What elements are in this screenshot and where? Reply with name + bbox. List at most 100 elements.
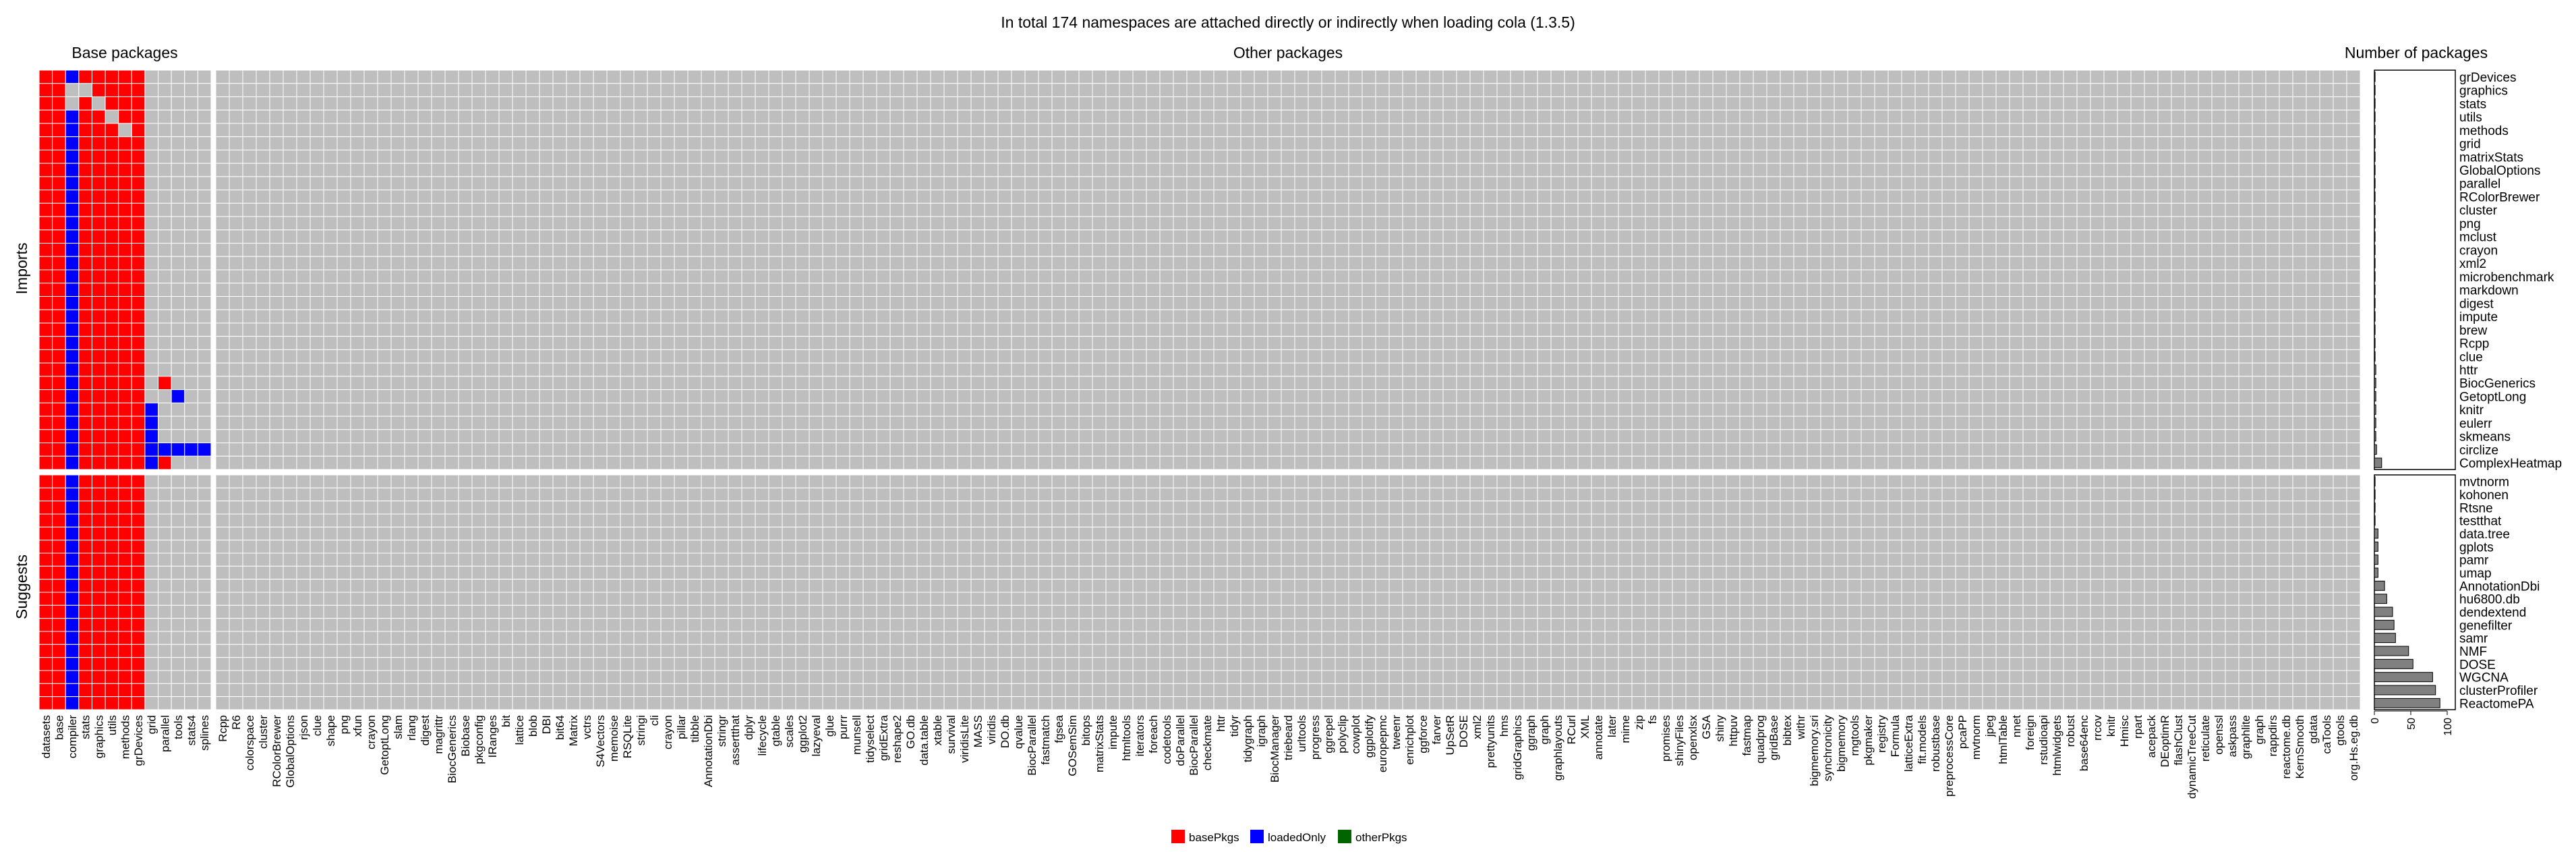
heatmap-cell xyxy=(1834,322,1848,337)
heatmap-cell xyxy=(1604,229,1619,244)
heatmap-cell xyxy=(1227,149,1241,164)
heatmap-cell xyxy=(728,416,742,430)
heatmap-cell xyxy=(471,322,486,337)
heatmap-cell xyxy=(1928,389,1943,403)
heatmap-cell xyxy=(2238,349,2253,364)
heatmap-cell xyxy=(2238,309,2253,324)
heatmap-cell xyxy=(118,163,132,177)
heatmap-cell xyxy=(1577,269,1592,284)
heatmap-cell xyxy=(593,309,608,324)
heatmap-cell xyxy=(131,123,146,138)
heatmap-cell xyxy=(2319,69,2334,84)
heatmap-cell xyxy=(539,163,554,177)
heatmap-cell xyxy=(390,229,405,244)
heatmap-cell xyxy=(105,376,119,391)
heatmap-cell xyxy=(256,256,270,271)
heatmap-cell xyxy=(1793,136,1808,150)
heatmap-cell xyxy=(1982,443,1997,457)
heatmap-cell xyxy=(1159,376,1174,391)
heatmap-cell xyxy=(2036,96,2051,111)
heatmap-cell xyxy=(1024,109,1039,124)
heatmap-cell xyxy=(2279,83,2293,97)
heatmap-cell xyxy=(336,163,351,177)
heatmap-cell xyxy=(229,163,243,177)
heatmap-cell xyxy=(1564,202,1579,217)
heatmap-cell xyxy=(296,389,311,403)
heatmap-cell xyxy=(1712,216,1727,231)
heatmap-cell xyxy=(1483,149,1498,164)
heatmap-cell xyxy=(1483,295,1498,310)
heatmap-cell xyxy=(229,190,243,204)
heatmap-cell xyxy=(2184,243,2199,257)
heatmap-cell xyxy=(1510,176,1525,191)
heatmap-cell xyxy=(1928,243,1943,257)
heatmap-cell xyxy=(1375,309,1390,324)
heatmap-cell xyxy=(1132,362,1147,377)
heatmap-cell xyxy=(755,336,769,350)
heatmap-cell xyxy=(485,402,500,417)
heatmap-cell xyxy=(1415,283,1430,297)
heatmap-cell xyxy=(1173,96,1188,111)
heatmap-cell xyxy=(1631,256,1646,271)
heatmap-cell xyxy=(269,389,284,403)
heatmap-cell xyxy=(512,202,527,217)
heatmap-cell xyxy=(768,416,783,430)
heatmap-cell xyxy=(1766,416,1781,430)
heatmap-cell xyxy=(1699,163,1714,177)
heatmap-cell xyxy=(768,402,783,417)
heatmap-cell xyxy=(2117,83,2132,97)
heatmap-cell xyxy=(782,269,796,284)
heatmap-cell xyxy=(849,190,864,204)
heatmap-cell xyxy=(1186,96,1201,111)
heatmap-cell xyxy=(52,295,66,310)
heatmap-cell xyxy=(390,402,405,417)
heatmap-cell xyxy=(1901,202,1916,217)
heatmap-cell xyxy=(118,349,132,364)
heatmap-cell xyxy=(1726,362,1740,377)
heatmap-cell xyxy=(1861,176,1875,191)
heatmap-cell xyxy=(1591,376,1606,391)
heatmap-cell xyxy=(1739,322,1754,337)
heatmap-cell xyxy=(1038,109,1053,124)
heatmap-cell xyxy=(2090,176,2105,191)
heatmap-cell xyxy=(1739,69,1754,84)
heatmap-cell xyxy=(1564,256,1579,271)
heatmap-cell xyxy=(52,216,66,231)
heatmap-cell xyxy=(1105,190,1120,204)
heatmap-cell xyxy=(701,83,715,97)
heatmap-cell xyxy=(2090,416,2105,430)
heatmap-cell xyxy=(1415,336,1430,350)
heatmap-cell xyxy=(283,283,297,297)
heatmap-cell xyxy=(1321,176,1336,191)
heatmap-cell xyxy=(158,349,172,364)
heatmap-cell xyxy=(2292,243,2307,257)
heatmap-cell xyxy=(2063,96,2078,111)
heatmap-cell xyxy=(283,216,297,231)
heatmap-cell xyxy=(1672,269,1687,284)
heatmap-cell xyxy=(1982,109,1997,124)
heatmap-cell xyxy=(1388,295,1403,310)
heatmap-cell xyxy=(1294,83,1309,97)
heatmap-cell xyxy=(2130,416,2145,430)
heatmap-cell xyxy=(2049,362,2064,377)
heatmap-cell xyxy=(566,190,581,204)
heatmap-cell xyxy=(2076,309,2091,324)
heatmap-cell xyxy=(1321,443,1336,457)
heatmap-cell xyxy=(997,163,1012,177)
heatmap-cell xyxy=(1604,216,1619,231)
heatmap-cell xyxy=(1604,416,1619,430)
heatmap-cell xyxy=(363,243,378,257)
heatmap-cell xyxy=(1537,176,1552,191)
heatmap-cell xyxy=(593,69,608,84)
heatmap-cell xyxy=(1402,416,1417,430)
heatmap-cell xyxy=(701,190,715,204)
heatmap-cell xyxy=(1955,295,1970,310)
heatmap-cell xyxy=(2238,295,2253,310)
heatmap-cell xyxy=(1672,256,1687,271)
heatmap-cell xyxy=(2171,322,2186,337)
heatmap-cell xyxy=(701,176,715,191)
heatmap-cell xyxy=(1442,163,1457,177)
heatmap-cell xyxy=(795,269,810,284)
heatmap-cell xyxy=(674,190,689,204)
heatmap-cell xyxy=(2319,136,2334,150)
